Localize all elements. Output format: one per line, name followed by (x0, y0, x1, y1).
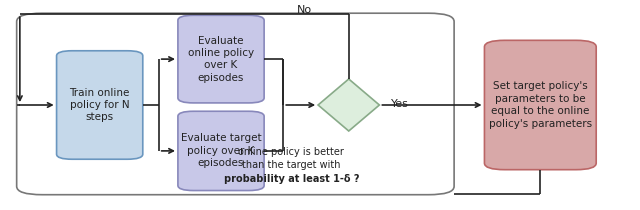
Text: Yes: Yes (391, 99, 409, 109)
Text: probability at least 1-δ ?: probability at least 1-δ ? (223, 174, 359, 184)
Text: online policy is better: online policy is better (238, 147, 344, 157)
Text: than the target with: than the target with (242, 160, 340, 171)
FancyBboxPatch shape (178, 15, 264, 103)
Text: Evaluate
online policy
over K
episodes: Evaluate online policy over K episodes (188, 35, 254, 83)
FancyBboxPatch shape (484, 40, 596, 170)
Text: Evaluate target
policy over K
episodes: Evaluate target policy over K episodes (180, 134, 261, 168)
FancyBboxPatch shape (178, 111, 264, 190)
Text: Train online
policy for N
steps: Train online policy for N steps (70, 88, 130, 122)
Text: Set target policy's
parameters to be
equal to the online
policy's parameters: Set target policy's parameters to be equ… (489, 81, 592, 129)
Text: No: No (296, 5, 312, 15)
FancyBboxPatch shape (56, 51, 143, 159)
Polygon shape (318, 79, 380, 131)
